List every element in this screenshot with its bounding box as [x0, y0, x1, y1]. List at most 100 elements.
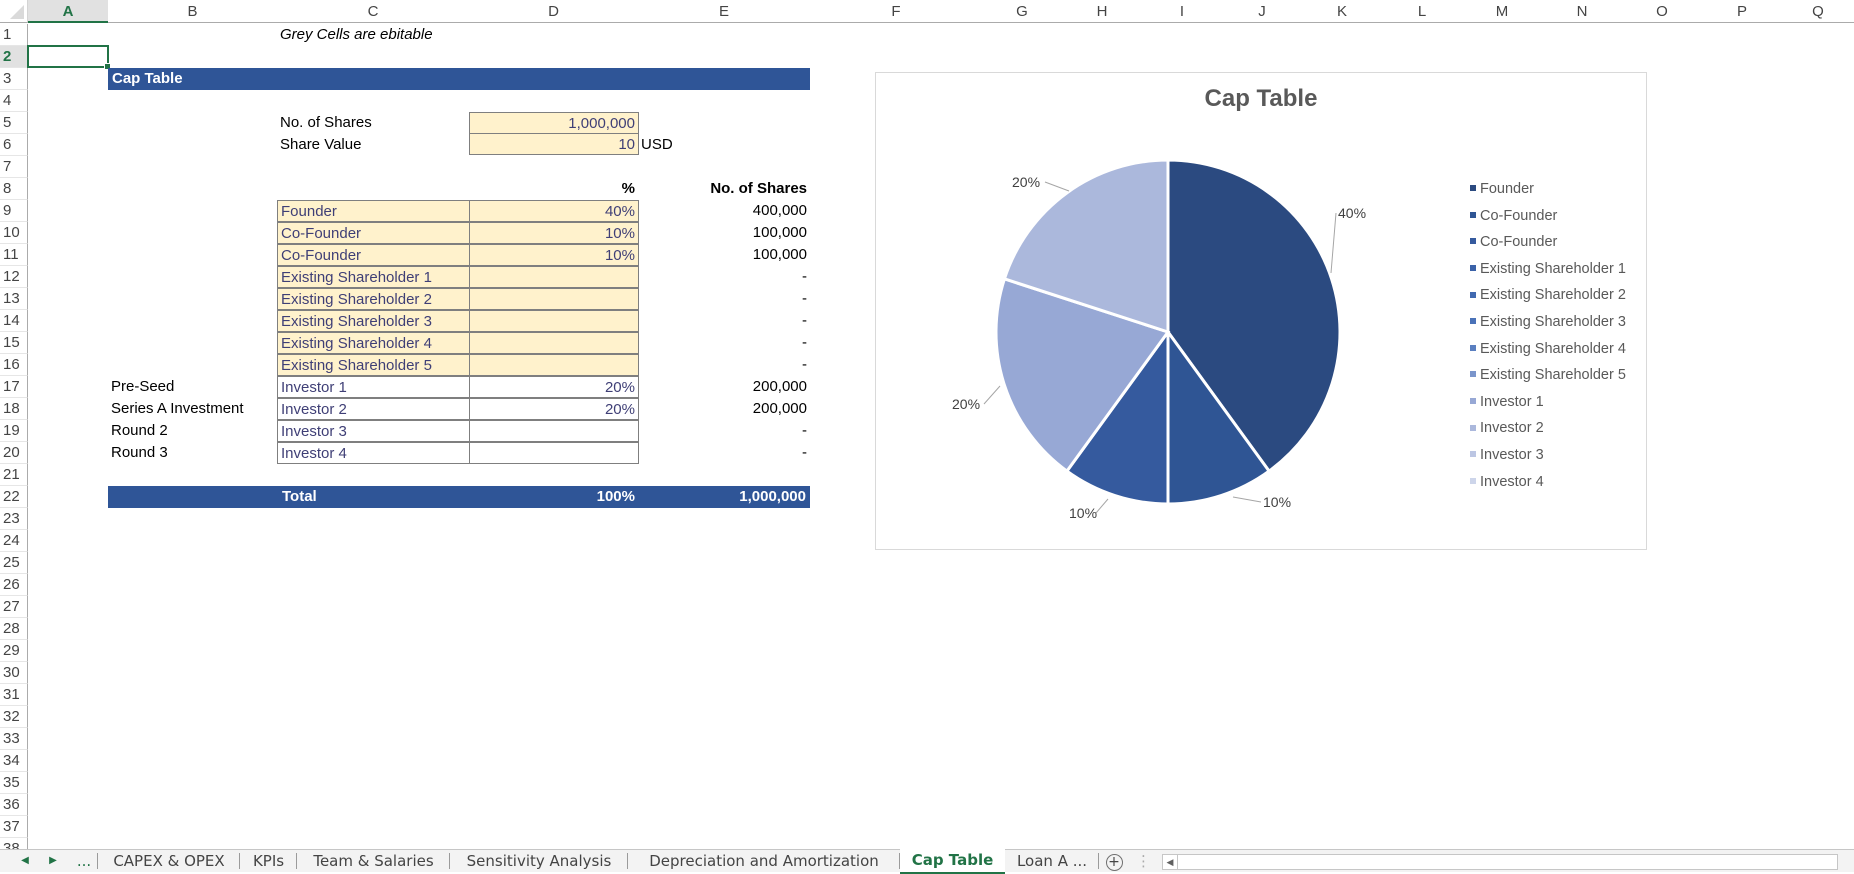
legend-item[interactable]: Existing Shareholder 1 — [1470, 256, 1626, 283]
tab-scroll-next-button[interactable]: ▶ — [49, 855, 57, 866]
row-header-35[interactable]: 35 — [0, 772, 28, 794]
row-header-27[interactable]: 27 — [0, 596, 28, 618]
legend-item[interactable]: Founder — [1470, 176, 1626, 203]
column-header-h[interactable]: H — [1062, 0, 1142, 23]
pie-slice-co-founder[interactable] — [1064, 327, 1170, 506]
holder-pct-cell[interactable] — [469, 332, 639, 354]
column-header-o[interactable]: O — [1622, 0, 1702, 23]
tab-loan-a[interactable]: Loan A ... — [1005, 850, 1099, 872]
holder-name-cell[interactable]: Existing Shareholder 1 — [277, 266, 470, 288]
no-of-shares-input[interactable]: 1,000,000 — [469, 112, 639, 134]
column-header-k[interactable]: K — [1302, 0, 1382, 23]
cap-table-pie-chart[interactable]: Cap Table 40% 10% 10% 20% 20% Founder Co-Foun… — [875, 72, 1647, 550]
row-header-33[interactable]: 33 — [0, 728, 28, 750]
tab-team-salaries[interactable]: Team & Salaries — [297, 850, 450, 872]
row-header-8[interactable]: 8 — [0, 178, 28, 200]
column-header-q[interactable]: Q — [1782, 0, 1854, 23]
column-header-j[interactable]: J — [1222, 0, 1302, 23]
pie-slice-co-founder[interactable] — [1166, 327, 1272, 506]
row-header-11[interactable]: 11 — [0, 244, 28, 266]
row-header-12[interactable]: 12 — [0, 266, 28, 288]
column-header-a[interactable]: A — [28, 0, 108, 23]
legend-item[interactable]: Investor 3 — [1470, 442, 1626, 469]
row-header-25[interactable]: 25 — [0, 552, 28, 574]
row-header-2[interactable]: 2 — [0, 46, 28, 68]
tab-depreciation-and-amortization[interactable]: Depreciation and Amortization — [628, 850, 900, 872]
row-header-15[interactable]: 15 — [0, 332, 28, 354]
holder-pct-cell[interactable] — [469, 288, 639, 310]
row-header-16[interactable]: 16 — [0, 354, 28, 376]
legend-item[interactable]: Existing Shareholder 2 — [1470, 282, 1626, 309]
tab-more-button[interactable]: ... — [70, 850, 98, 872]
row-header-37[interactable]: 37 — [0, 816, 28, 838]
legend-item[interactable]: Existing Shareholder 5 — [1470, 362, 1626, 389]
holder-pct-cell[interactable]: 10% — [469, 244, 639, 266]
holder-name-cell[interactable]: Co-Founder — [277, 222, 470, 244]
tab-cap-table[interactable]: Cap Table — [900, 849, 1005, 874]
holder-pct-cell[interactable]: 20% — [469, 398, 639, 420]
active-cell-a2[interactable] — [27, 45, 111, 70]
holder-name-cell[interactable]: Existing Shareholder 5 — [277, 354, 470, 376]
legend-item[interactable]: Investor 1 — [1470, 389, 1626, 416]
holder-pct-cell[interactable] — [469, 266, 639, 288]
column-header-c[interactable]: C — [277, 0, 469, 23]
column-header-n[interactable]: N — [1542, 0, 1622, 23]
row-header-13[interactable]: 13 — [0, 288, 28, 310]
holder-name-cell[interactable]: Existing Shareholder 4 — [277, 332, 470, 354]
pie-slice-investor-1[interactable] — [994, 276, 1171, 474]
column-header-l[interactable]: L — [1382, 0, 1462, 23]
select-all-corner[interactable] — [0, 0, 28, 23]
row-header-10[interactable]: 10 — [0, 222, 28, 244]
row-header-1[interactable]: 1 — [0, 24, 28, 46]
tab-capex-opex[interactable]: CAPEX & OPEX — [98, 850, 240, 872]
row-header-28[interactable]: 28 — [0, 618, 28, 640]
holder-name-cell[interactable]: Investor 3 — [277, 420, 470, 442]
row-header-9[interactable]: 9 — [0, 200, 28, 222]
row-header-31[interactable]: 31 — [0, 684, 28, 706]
add-sheet-button[interactable]: + — [1103, 850, 1125, 872]
row-header-26[interactable]: 26 — [0, 574, 28, 596]
row-header-17[interactable]: 17 — [0, 376, 28, 398]
row-header-20[interactable]: 20 — [0, 442, 28, 464]
holder-pct-cell[interactable]: 40% — [469, 200, 639, 222]
holder-name-cell[interactable]: Investor 1 — [277, 376, 470, 398]
legend-item[interactable]: Co-Founder — [1470, 229, 1626, 256]
holder-name-cell[interactable]: Investor 4 — [277, 442, 470, 464]
row-header-22[interactable]: 22 — [0, 486, 28, 508]
row-header-3[interactable]: 3 — [0, 68, 28, 90]
column-header-b[interactable]: B — [108, 0, 277, 23]
holder-name-cell[interactable]: Investor 2 — [277, 398, 470, 420]
row-header-34[interactable]: 34 — [0, 750, 28, 772]
scroll-left-arrow-icon[interactable]: ◀ — [1163, 855, 1178, 869]
row-header-36[interactable]: 36 — [0, 794, 28, 816]
holder-pct-cell[interactable] — [469, 442, 639, 464]
row-header-21[interactable]: 21 — [0, 464, 28, 486]
tab-kpis[interactable]: KPIs — [240, 850, 297, 872]
column-header-e[interactable]: E — [638, 0, 810, 23]
holder-pct-cell[interactable]: 10% — [469, 222, 639, 244]
column-header-f[interactable]: F — [810, 0, 982, 23]
pie-slice-investor-2[interactable] — [1002, 158, 1170, 335]
legend-item[interactable]: Investor 2 — [1470, 415, 1626, 442]
holder-name-cell[interactable]: Existing Shareholder 3 — [277, 310, 470, 332]
column-header-p[interactable]: P — [1702, 0, 1782, 23]
row-header-19[interactable]: 19 — [0, 420, 28, 442]
row-header-23[interactable]: 23 — [0, 508, 28, 530]
holder-name-cell[interactable]: Founder — [277, 200, 470, 222]
legend-item[interactable]: Existing Shareholder 4 — [1470, 336, 1626, 363]
row-header-32[interactable]: 32 — [0, 706, 28, 728]
holder-name-cell[interactable]: Co-Founder — [277, 244, 470, 266]
horizontal-scrollbar[interactable]: ◀ — [1162, 854, 1838, 870]
row-header-14[interactable]: 14 — [0, 310, 28, 332]
tab-sensitivity-analysis[interactable]: Sensitivity Analysis — [450, 850, 628, 872]
holder-pct-cell[interactable] — [469, 310, 639, 332]
row-header-30[interactable]: 30 — [0, 662, 28, 684]
row-header-7[interactable]: 7 — [0, 156, 28, 178]
holder-name-cell[interactable]: Existing Shareholder 2 — [277, 288, 470, 310]
row-header-29[interactable]: 29 — [0, 640, 28, 662]
tab-scroll-prev-button[interactable]: ◀ — [21, 855, 29, 866]
share-value-input[interactable]: 10 — [469, 133, 639, 155]
column-header-d[interactable]: D — [469, 0, 638, 23]
column-header-m[interactable]: M — [1462, 0, 1542, 23]
row-header-18[interactable]: 18 — [0, 398, 28, 420]
